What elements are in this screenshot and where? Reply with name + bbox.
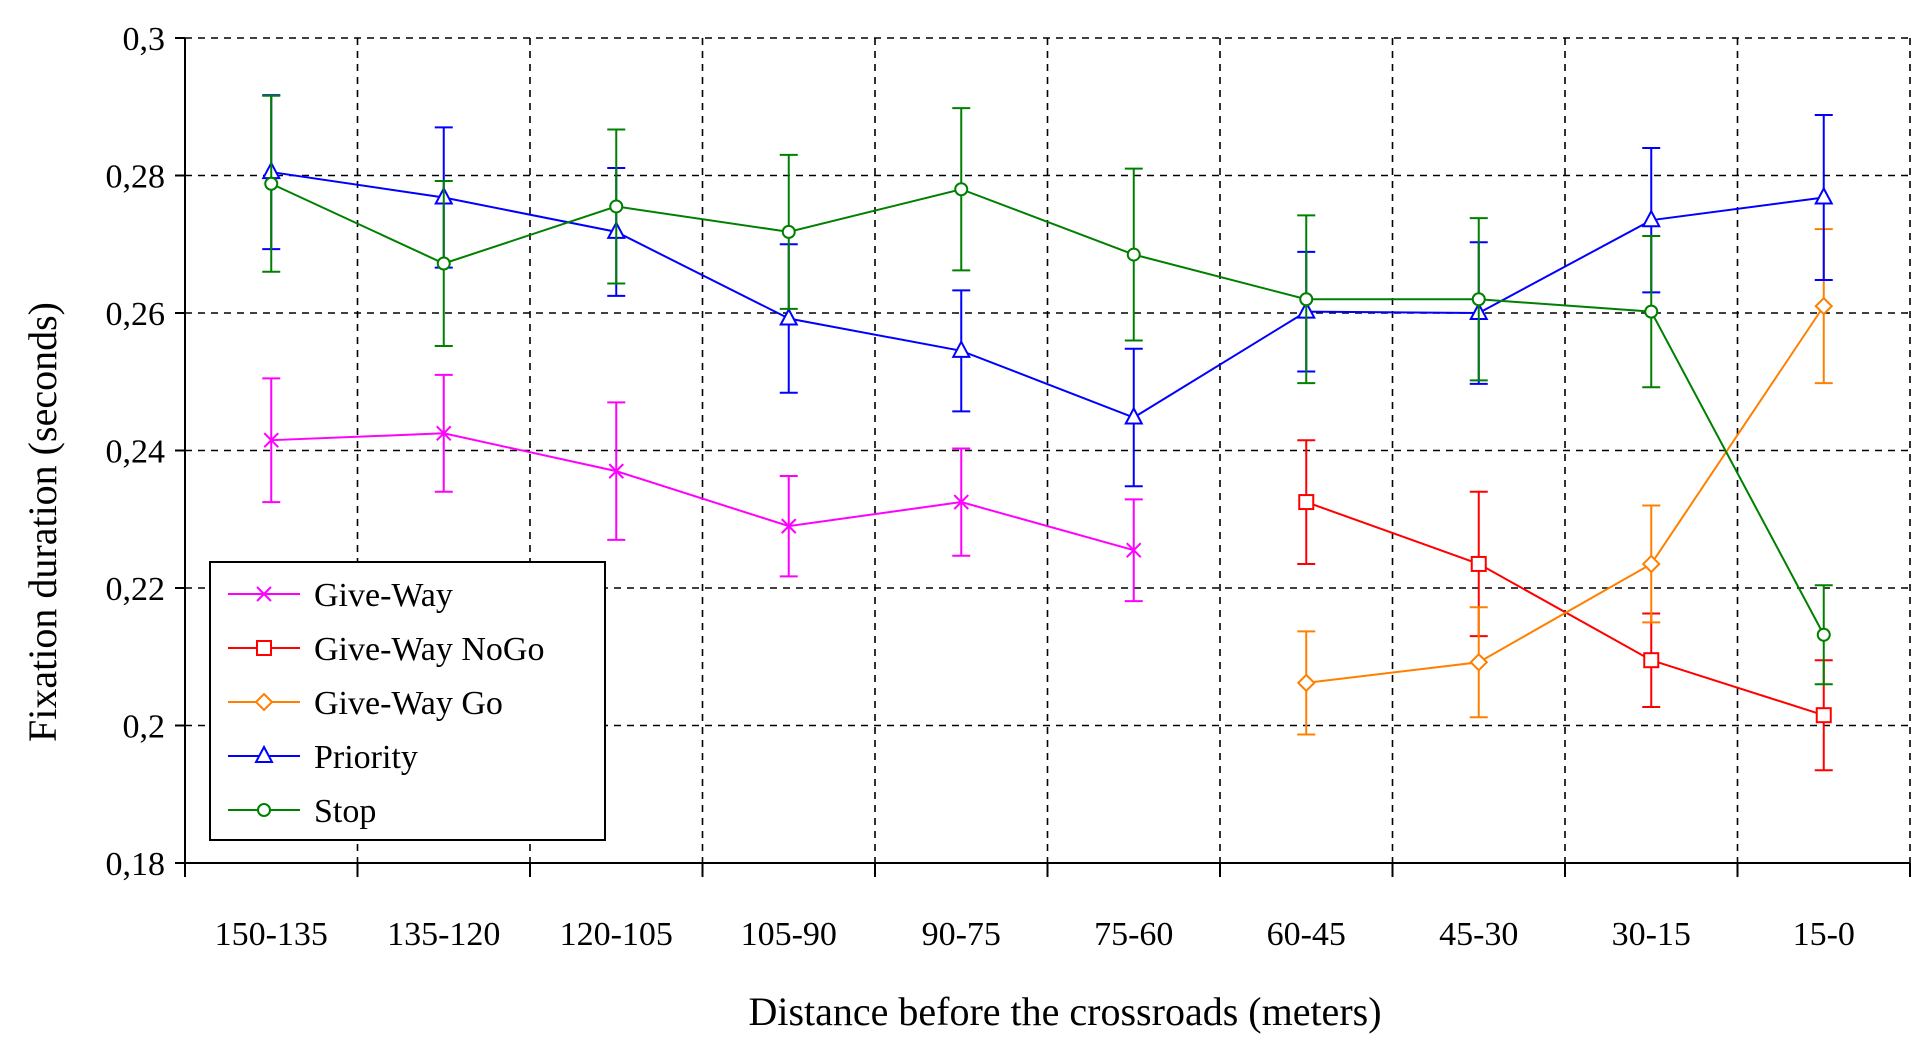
data-point: [436, 425, 452, 442]
legend-label: Give-Way NoGo: [314, 631, 544, 668]
y-tick-label: 0,28: [106, 159, 166, 196]
data-point: [1124, 406, 1144, 425]
legend-marker: [256, 586, 272, 602]
data-point: [781, 224, 796, 239]
legend-label: Priority: [314, 739, 418, 776]
series-give-way: [262, 373, 1143, 603]
series-line: [271, 171, 1824, 419]
data-point: [1299, 292, 1314, 307]
data-point: [1816, 627, 1831, 642]
legend-item: Give-Way Go: [228, 685, 503, 722]
data-point: [1471, 292, 1486, 307]
series-give-way-go: [1296, 228, 1834, 736]
series: [261, 94, 1834, 772]
y-tick-label: 0,3: [123, 21, 166, 58]
y-tick-label: 0,26: [106, 296, 166, 333]
legend-marker: [254, 744, 274, 763]
x-tick-label: 60-45: [1267, 916, 1346, 953]
legend-label: Give-Way: [314, 577, 453, 614]
data-point: [609, 199, 624, 214]
x-tick-label: 90-75: [922, 916, 1001, 953]
series-line: [1306, 305, 1825, 684]
data-point: [1814, 296, 1834, 316]
x-tick-label: 75-60: [1094, 916, 1173, 953]
data-point: [264, 176, 279, 191]
data-point: [1469, 652, 1489, 672]
data-point: [1298, 494, 1315, 511]
data-point: [1296, 673, 1316, 693]
legend-marker: [257, 803, 271, 817]
y-tick-label: 0,2: [123, 709, 166, 746]
x-tick-label: 105-90: [741, 916, 837, 953]
x-tick-label: 30-15: [1612, 916, 1691, 953]
data-point: [1470, 555, 1487, 572]
legend-item: Give-Way NoGo: [228, 631, 544, 668]
legend-item: Stop: [228, 793, 376, 830]
tick-labels: 0,18 0,2 0,22 0,24 0,26 0,28 0,3 150-135 135-120…: [106, 21, 1855, 953]
x-tick-label: 150-135: [215, 916, 328, 953]
legend-label: Give-Way Go: [314, 685, 503, 722]
data-point: [1126, 247, 1141, 262]
legend-item: Priority: [228, 739, 418, 776]
data-point: [436, 256, 451, 271]
x-tick-label: 15-0: [1793, 916, 1855, 953]
y-tick-label: 0,22: [106, 571, 166, 608]
data-point: [1815, 707, 1832, 724]
data-point: [954, 182, 969, 197]
data-point: [608, 463, 624, 479]
x-axis-label: Distance before the crossroads (meters): [748, 989, 1381, 1034]
y-axis-label: Fixation duration (seconds): [20, 302, 65, 742]
data-point: [953, 494, 969, 510]
series-line: [271, 432, 1135, 552]
legend-item: Give-Way: [228, 577, 453, 614]
legend-marker: [254, 692, 274, 712]
y-tick-label: 0,24: [106, 434, 166, 471]
x-tick-label: 45-30: [1439, 916, 1518, 953]
data-point: [1644, 304, 1659, 319]
data-point: [1814, 186, 1834, 205]
data-point: [1126, 542, 1142, 558]
legend-marker: [256, 640, 272, 656]
legend: Give-Way Give-Way NoGo Give-Way Go Priority…: [209, 561, 606, 841]
x-tick-label: 120-105: [560, 916, 673, 953]
data-point: [1641, 209, 1661, 228]
data-point: [779, 307, 799, 326]
x-tick-label: 135-120: [387, 916, 500, 953]
data-point: [1641, 554, 1661, 574]
legend-label: Stop: [314, 793, 376, 830]
data-point: [951, 339, 971, 358]
data-point: [781, 518, 797, 534]
y-tick-label: 0,18: [106, 846, 166, 883]
data-point: [1643, 652, 1660, 669]
series-line: [270, 182, 1825, 636]
axes: [175, 37, 1911, 877]
series-stop: [262, 94, 1833, 686]
data-point: [263, 432, 279, 448]
